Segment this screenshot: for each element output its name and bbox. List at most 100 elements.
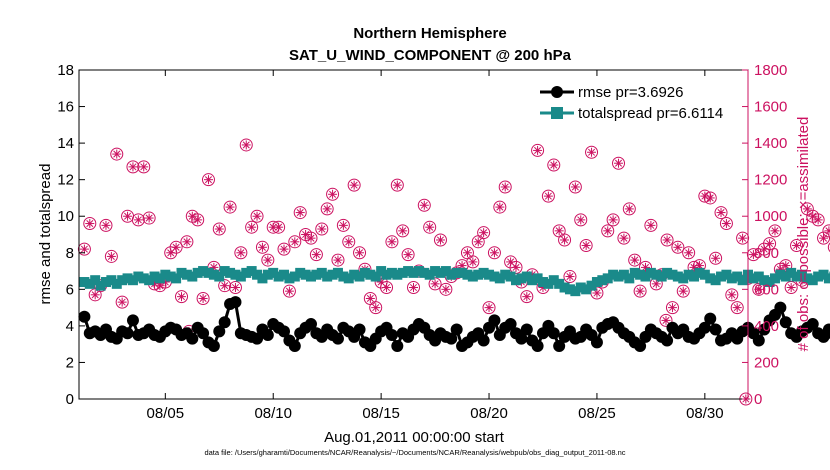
obs-assimilated-point [264,256,272,264]
obs-possible-point [665,301,679,315]
totalspread-point [424,269,435,280]
totalspread-point [446,269,457,280]
obs-possible-point [585,145,599,159]
obs-assimilated-point [803,205,811,213]
totalspread-point [624,273,635,284]
rmse-point [752,334,765,347]
rmse-series [78,296,830,352]
obs-assimilated-point [172,243,180,251]
obs-possible-point [407,281,420,295]
chart-title-line1: Northern Hemisphere [353,25,506,42]
x-tick-label: 08/25 [578,405,616,422]
totalspread-point [343,273,354,284]
right-y-tick-label: 1600 [754,99,787,116]
totalspread-point [327,269,338,280]
obs-assimilated-point [712,254,720,262]
totalspread-point [813,271,824,282]
obs-possible-point [342,235,356,249]
rmse-point [391,339,404,352]
totalspread-point [354,271,365,282]
obs-assimilated-point [490,249,498,257]
obs-possible-point [752,282,766,296]
totalspread-point [527,275,538,286]
obs-assimilated-point [129,163,137,171]
totalspread-point [154,273,165,284]
totalspread-point [775,269,786,280]
totalspread-point [699,269,710,280]
obs-possible-point [659,313,673,327]
totalspread-point [613,271,624,282]
totalspread-point [133,271,144,282]
obs-possible-point [223,200,237,214]
totalspread-point [381,269,392,280]
obs-assimilated-point [588,148,596,156]
totalspread-point [570,286,581,297]
rmse-point [822,323,830,336]
totalspread-point [537,277,548,288]
totalspread-point [678,273,689,284]
right-y-tick-label: 1200 [754,172,787,189]
obs-assimilated-point [107,252,115,260]
obs-assimilated-point [215,225,223,233]
x-tick-label: 08/20 [470,405,508,422]
obs-assimilated-point [679,287,687,295]
totalspread-point [559,282,570,293]
obs-assimilated-point [118,298,126,306]
totalspread-point [786,267,797,278]
totalspread-point [230,269,241,280]
obs-possible-point [822,224,830,238]
totalspread-point [435,267,446,278]
totalspread-series [79,266,830,297]
obs-assimilated-point [636,287,644,295]
totalspread-point [305,271,316,282]
totalspread-point [732,271,743,282]
obs-possible-point [169,240,183,254]
obs-possible-point [282,284,296,298]
totalspread-point [181,269,192,280]
totalspread-point [100,277,111,288]
obs-assimilated-point [749,251,757,259]
obs-assimilated-point [356,249,364,257]
totalspread-point [651,269,662,280]
legend-box [532,77,740,127]
obs-possible-point [730,301,744,315]
obs-possible-point [676,284,690,298]
totalspread-point [149,271,160,282]
left-y-tick-label: 14 [57,135,74,152]
obs-possible-point [487,246,501,260]
obs-possible-point [433,233,447,247]
chart-title-line2: SAT_U_WIND_COMPONENT @ 200 hPa [289,47,572,64]
left-y-tick-label: 10 [57,208,74,225]
obs-assimilated-point [717,209,725,217]
obs-possible-point [234,246,248,260]
left-y-tick-label: 0 [66,391,74,408]
obs-assimilated-point [318,225,326,233]
obs-possible-point [309,248,323,262]
rmse-point [520,323,533,336]
obs-assimilated-point [307,234,315,242]
totalspread-point [106,275,117,286]
obs-assimilated-point [199,294,207,303]
obs-possible-point [396,224,410,238]
obs-assimilated-point [469,258,477,266]
totalspread-point [165,271,176,282]
obs-assimilated-point [431,280,439,288]
obs-possible-point [439,282,453,296]
totalspread-point [90,275,101,286]
totalspread-point [208,269,219,280]
obs-assimilated-point [194,216,202,224]
obs-assimilated-point [722,219,730,228]
obs-assimilated-point [534,146,542,154]
obs-possible-point [196,291,210,305]
totalspread-point [462,269,473,280]
obs-assimilated-point [334,256,342,264]
obs-possible-point [288,235,302,249]
obs-possible-point [272,220,286,234]
obs-assimilated-point [291,238,299,246]
obs-assimilated-point [523,293,531,301]
obs-possible-point [574,213,588,227]
obs-possible-point [245,220,259,234]
obs-assimilated-point [339,221,347,229]
rmse-point [806,318,819,331]
right-y-tick-label: 800 [754,245,779,262]
